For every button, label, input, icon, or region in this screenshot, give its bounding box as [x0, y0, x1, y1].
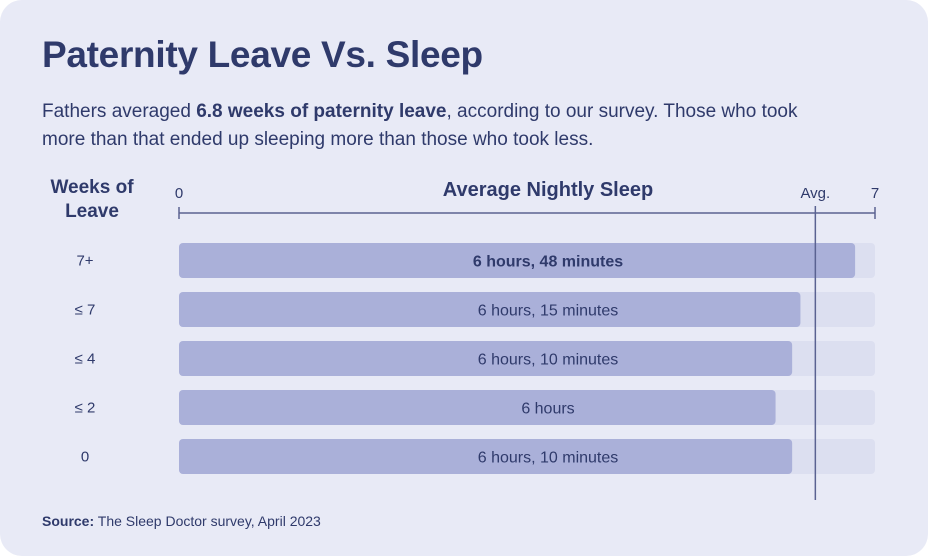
data-label: 6 hours, 48 minutes — [473, 254, 623, 271]
chart-title: Paternity Leave Vs. Sleep — [42, 34, 483, 75]
x-tick-label: 7 — [871, 185, 879, 202]
data-label: 6 hours, 10 minutes — [478, 450, 619, 467]
subtitle-highlight: 6.8 weeks of paternity leave — [196, 101, 447, 122]
data-label: 6 hours, 15 minutes — [478, 303, 619, 320]
data-label: 6 hours — [521, 401, 574, 418]
row-axis-label: Weeks of Leave — [50, 177, 134, 222]
category-label: 7+ — [76, 253, 93, 270]
source-note: Source: The Sleep Doctor survey, April 2… — [42, 513, 321, 529]
category-label: ≤ 2 — [75, 400, 96, 417]
average-label: Avg. — [800, 185, 830, 202]
subtitle-lead: Fathers averaged — [42, 101, 197, 122]
bar — [179, 292, 801, 327]
data-label: 6 hours, 10 minutes — [478, 352, 619, 369]
source-text: The Sleep Doctor survey, April 2023 — [94, 513, 321, 529]
source-label: Source: — [42, 513, 95, 529]
bar — [179, 243, 856, 278]
category-label: ≤ 4 — [75, 351, 96, 368]
category-label: 0 — [81, 449, 89, 466]
bar — [179, 390, 776, 425]
bar — [179, 439, 793, 474]
x-tick-label: 0 — [175, 185, 183, 202]
chart-subtitle: Fathers averaged 6.8 weeks of paternity … — [42, 98, 822, 154]
category-label: ≤ 7 — [75, 302, 96, 319]
subtitle-tail: , according to our survey. Those who too… — [42, 101, 798, 150]
x-axis-title: Average Nightly Sleep — [443, 179, 653, 201]
bar — [179, 341, 793, 376]
